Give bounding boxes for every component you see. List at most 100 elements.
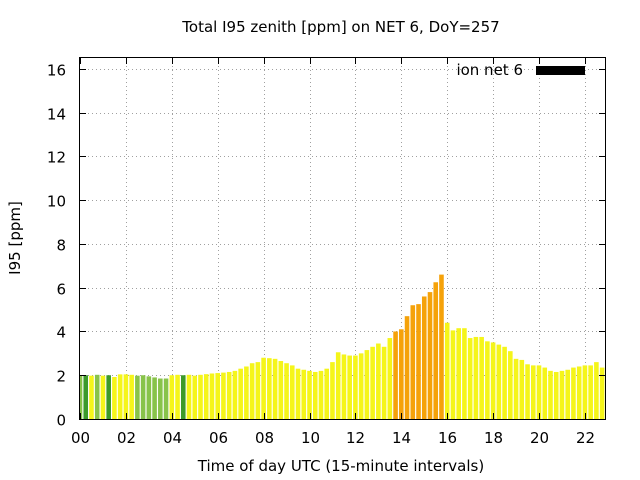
bar [404, 316, 410, 419]
bar [238, 368, 243, 419]
bar [599, 367, 605, 419]
y-tick-label: 4 [56, 324, 66, 342]
bar [158, 378, 163, 419]
bar [347, 355, 352, 419]
y-tick-label: 0 [56, 412, 66, 430]
bar [301, 369, 307, 419]
y-axis-label: I95 [ppm] [6, 201, 24, 275]
bar [267, 358, 272, 419]
bar [186, 374, 192, 419]
bar [89, 375, 94, 419]
bar [502, 346, 507, 419]
bar [278, 361, 284, 419]
bar [140, 375, 146, 419]
plot-frame [79, 57, 606, 420]
x-tick-label: 00 [71, 429, 90, 447]
bar [594, 362, 599, 419]
bar [416, 304, 421, 419]
bar [450, 330, 456, 419]
bar [456, 328, 461, 419]
x-axis-label: Time of day UTC (15-minute intervals) [197, 457, 484, 475]
bar [226, 371, 232, 419]
bar [421, 296, 427, 419]
bar [312, 371, 318, 419]
bar [307, 370, 312, 419]
bar [324, 368, 330, 419]
bar [272, 358, 278, 419]
bar [100, 375, 106, 419]
bar [582, 365, 588, 419]
bar [221, 372, 226, 419]
grid [80, 58, 605, 419]
bar [112, 376, 117, 419]
bar [117, 374, 123, 419]
bar [444, 322, 450, 419]
y-tick-label: 16 [47, 62, 66, 80]
bar [129, 374, 134, 419]
bar [387, 338, 393, 419]
bar [249, 363, 255, 419]
x-tick-label: 10 [301, 429, 320, 447]
bar [565, 369, 570, 419]
bar [318, 370, 324, 419]
bar [146, 376, 152, 419]
legend-label: ion net 6 [456, 61, 523, 79]
bar [255, 362, 261, 419]
bar [536, 365, 542, 419]
x-tick-label: 18 [484, 429, 503, 447]
x-tick-label: 14 [392, 429, 411, 447]
bar [473, 336, 479, 419]
bar [135, 375, 140, 419]
bar [479, 336, 484, 419]
bar [123, 374, 129, 419]
bars-group [80, 274, 605, 419]
bar [513, 358, 519, 419]
bar [192, 375, 198, 419]
x-tick-label: 16 [438, 429, 457, 447]
bar [152, 377, 157, 419]
x-tick-label: 08 [255, 429, 274, 447]
legend: ion net 6 [456, 61, 585, 79]
bar [163, 378, 169, 419]
bar [399, 329, 404, 419]
bar [433, 282, 439, 419]
chart-title: Total I95 zenith [ppm] on NET 6, DoY=257 [181, 18, 499, 36]
bar [330, 362, 335, 419]
bar [215, 373, 220, 419]
bar [295, 368, 301, 419]
bar [393, 331, 398, 419]
bar [364, 350, 370, 419]
bar [485, 341, 490, 419]
bar [358, 353, 364, 419]
x-tick-label: 02 [117, 429, 136, 447]
bar [548, 370, 553, 419]
y-tick-label: 10 [47, 193, 66, 211]
bar [553, 371, 559, 419]
bar [542, 367, 548, 419]
bar [467, 338, 473, 419]
y-tick-label: 6 [56, 281, 66, 299]
bar [370, 346, 375, 419]
bar [381, 346, 387, 419]
bar [410, 305, 416, 419]
bar [106, 375, 111, 419]
bar [519, 359, 525, 419]
bar [462, 328, 467, 419]
bar [496, 344, 502, 419]
bar [490, 342, 496, 419]
bar [439, 274, 444, 419]
bar [94, 374, 100, 419]
bar [175, 374, 180, 419]
bar [376, 343, 381, 419]
bar [209, 373, 215, 419]
y-tick-label: 12 [47, 149, 66, 167]
bar [244, 366, 249, 419]
x-tick-label: 04 [163, 429, 182, 447]
bar [198, 374, 203, 419]
bar [232, 370, 238, 419]
bar [588, 365, 593, 419]
bar [80, 375, 83, 419]
x-tick-label: 22 [576, 429, 595, 447]
bar [571, 367, 576, 419]
bar [284, 363, 289, 419]
